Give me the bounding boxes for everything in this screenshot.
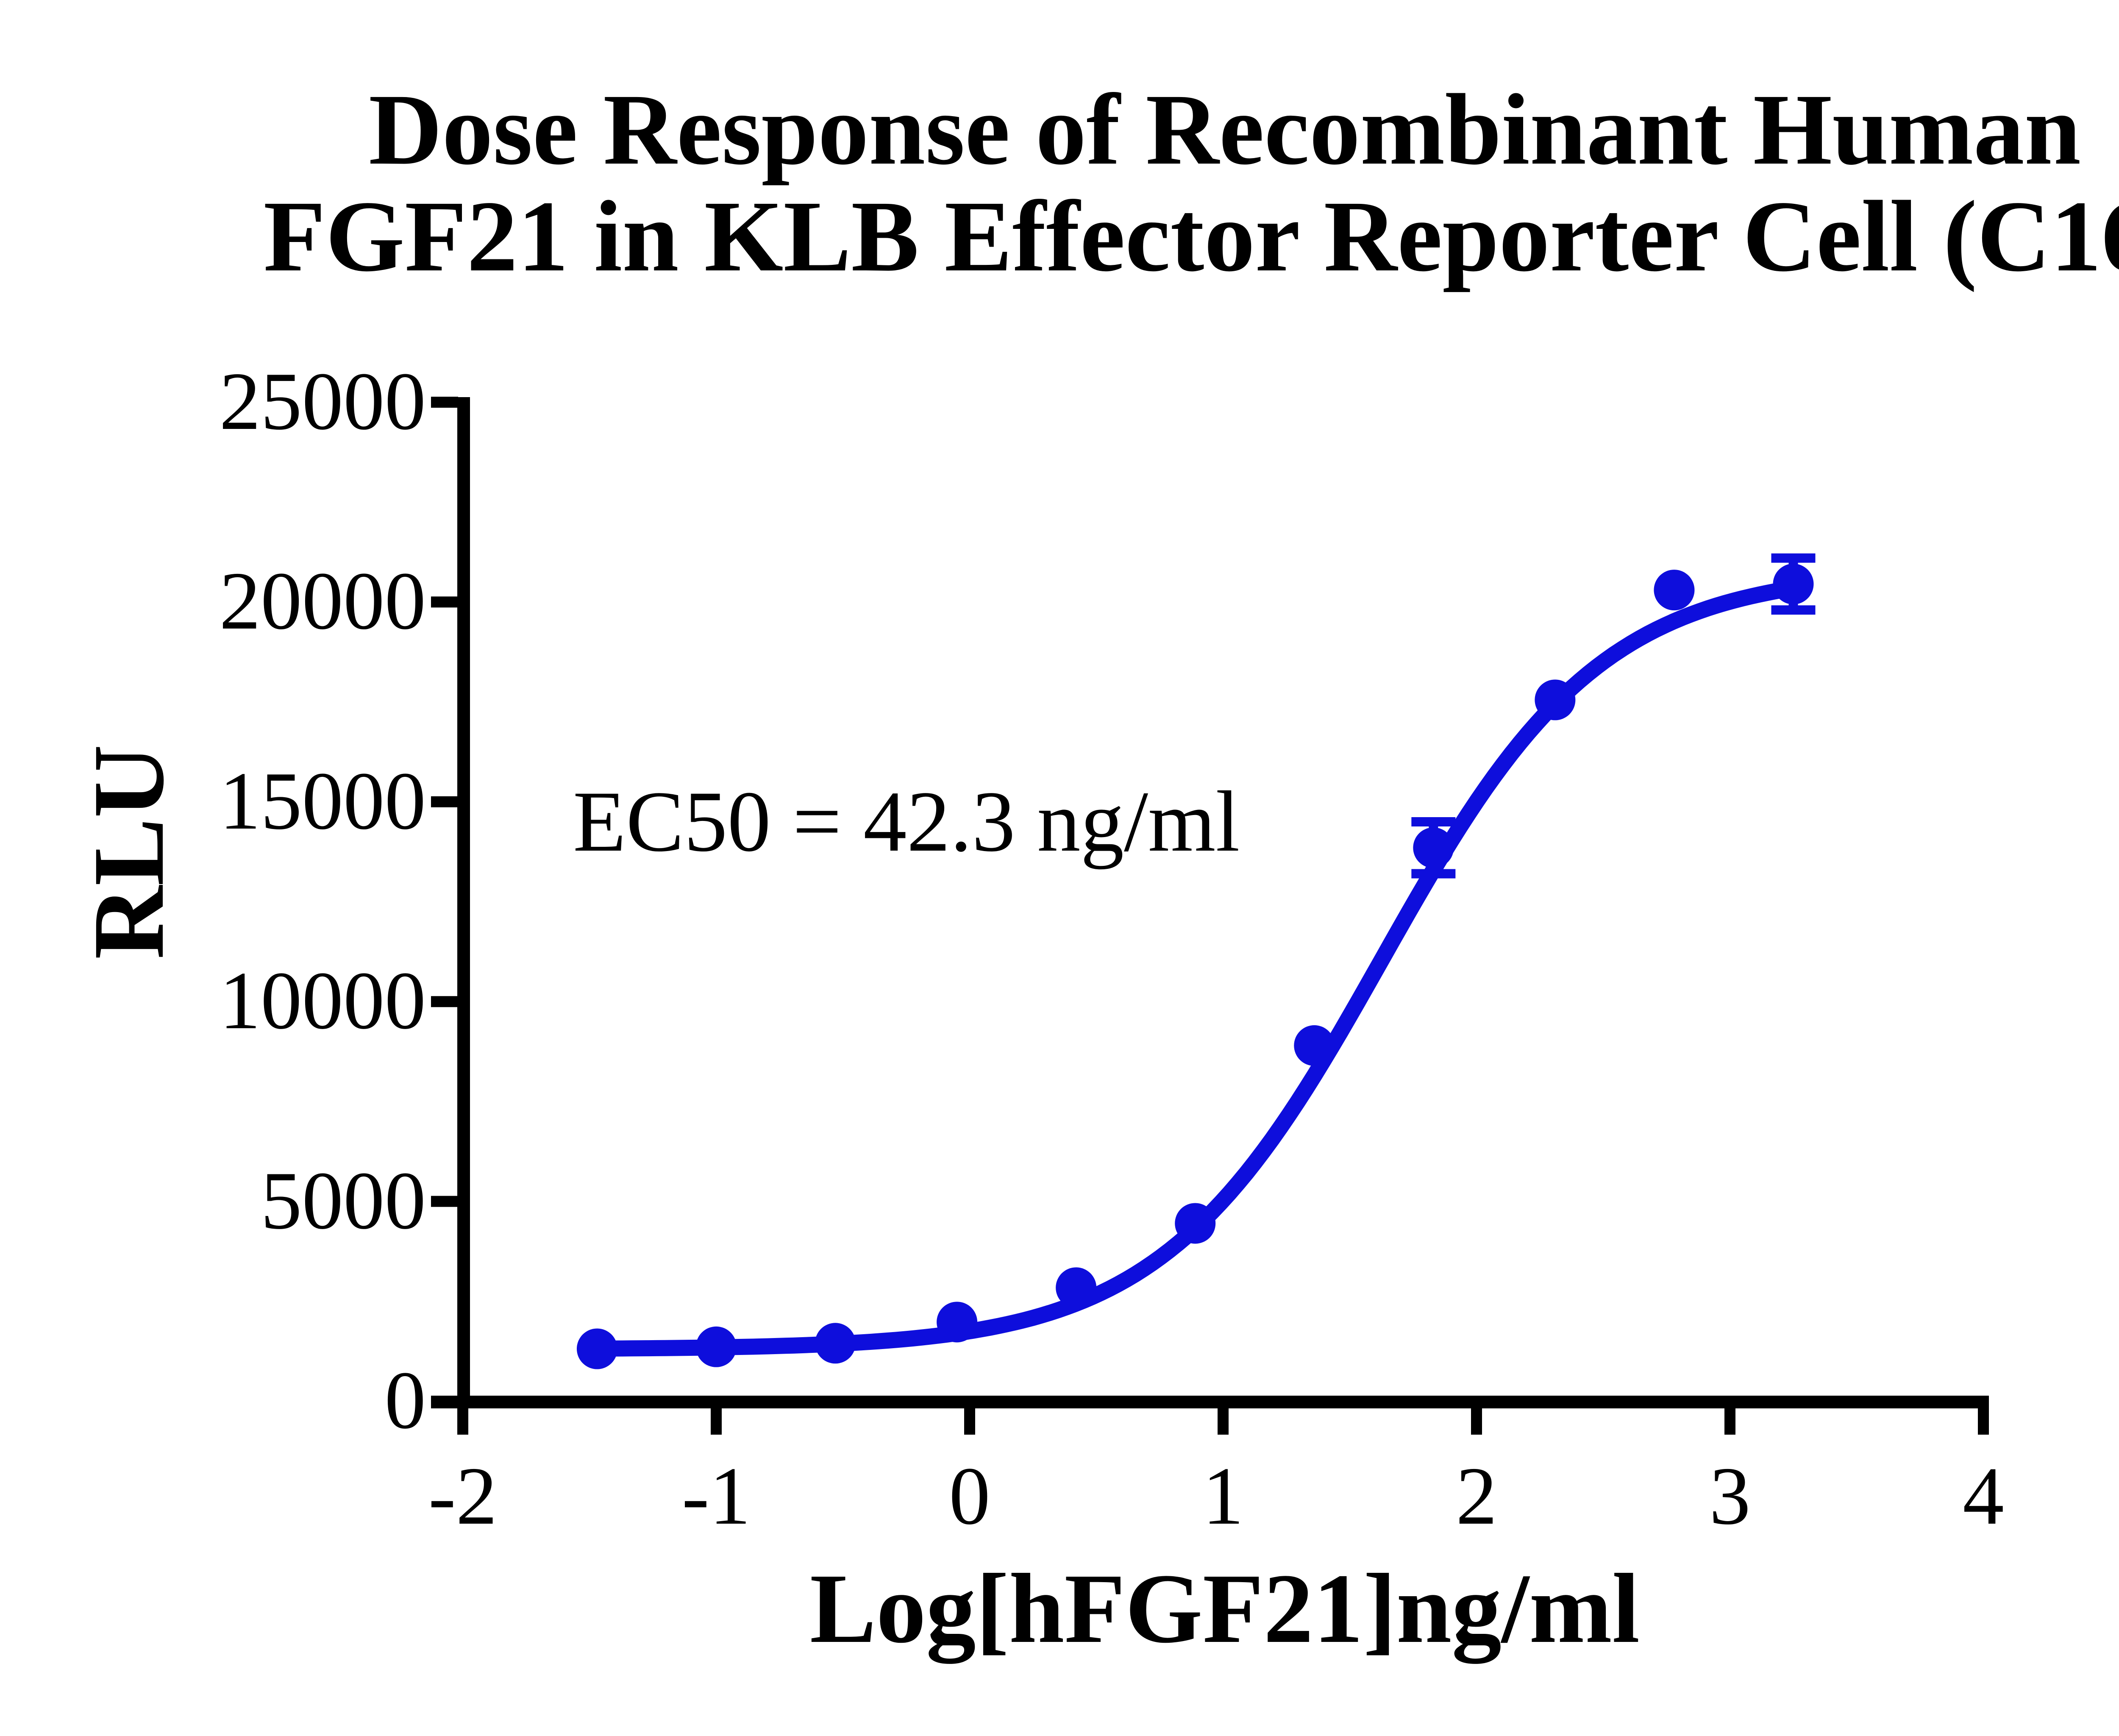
- data-point-marker: [1175, 1203, 1216, 1244]
- y-axis-tick-label: 5000: [261, 1155, 426, 1246]
- x-axis-tick-label: 1: [1202, 1450, 1244, 1542]
- x-axis-label: Log[hFGF21]ng/ml: [809, 1553, 1640, 1664]
- y-axis-tick-label: 20000: [219, 555, 426, 647]
- data-point-marker: [937, 1302, 978, 1343]
- x-axis-tick-label: 4: [1963, 1450, 2004, 1542]
- data-point-marker: [1413, 827, 1454, 868]
- data-point-marker: [576, 1328, 617, 1369]
- data-point-marker: [1535, 679, 1576, 721]
- x-axis-tick-label: -2: [428, 1450, 498, 1542]
- y-axis-tick-label: 0: [384, 1355, 426, 1446]
- x-axis-tick-label: 3: [1709, 1450, 1751, 1542]
- chart-title-line2: FGF21 in KLB Effector Reporter Cell (C16…: [263, 180, 2119, 292]
- y-axis-tick-label: 15000: [219, 755, 426, 847]
- y-axis-tick-label: 25000: [219, 356, 426, 447]
- data-point-marker: [815, 1323, 856, 1364]
- data-point-marker: [1773, 563, 1814, 604]
- x-axis-tick-label: 0: [949, 1450, 990, 1542]
- x-axis-tick-label: -1: [681, 1450, 751, 1542]
- y-axis-label: RLU: [72, 744, 185, 960]
- chart-title-line1: Dose Response of Recombinant Human: [368, 73, 2081, 186]
- data-point-marker: [1654, 570, 1695, 611]
- data-point-marker: [696, 1326, 737, 1367]
- data-point-marker: [1294, 1025, 1335, 1066]
- ec50-annotation: EC50 = 42.3 ng/ml: [573, 773, 1240, 870]
- data-point-marker: [1056, 1267, 1097, 1308]
- x-axis-tick-label: 2: [1456, 1450, 1497, 1542]
- y-axis-tick-label: 10000: [219, 955, 426, 1047]
